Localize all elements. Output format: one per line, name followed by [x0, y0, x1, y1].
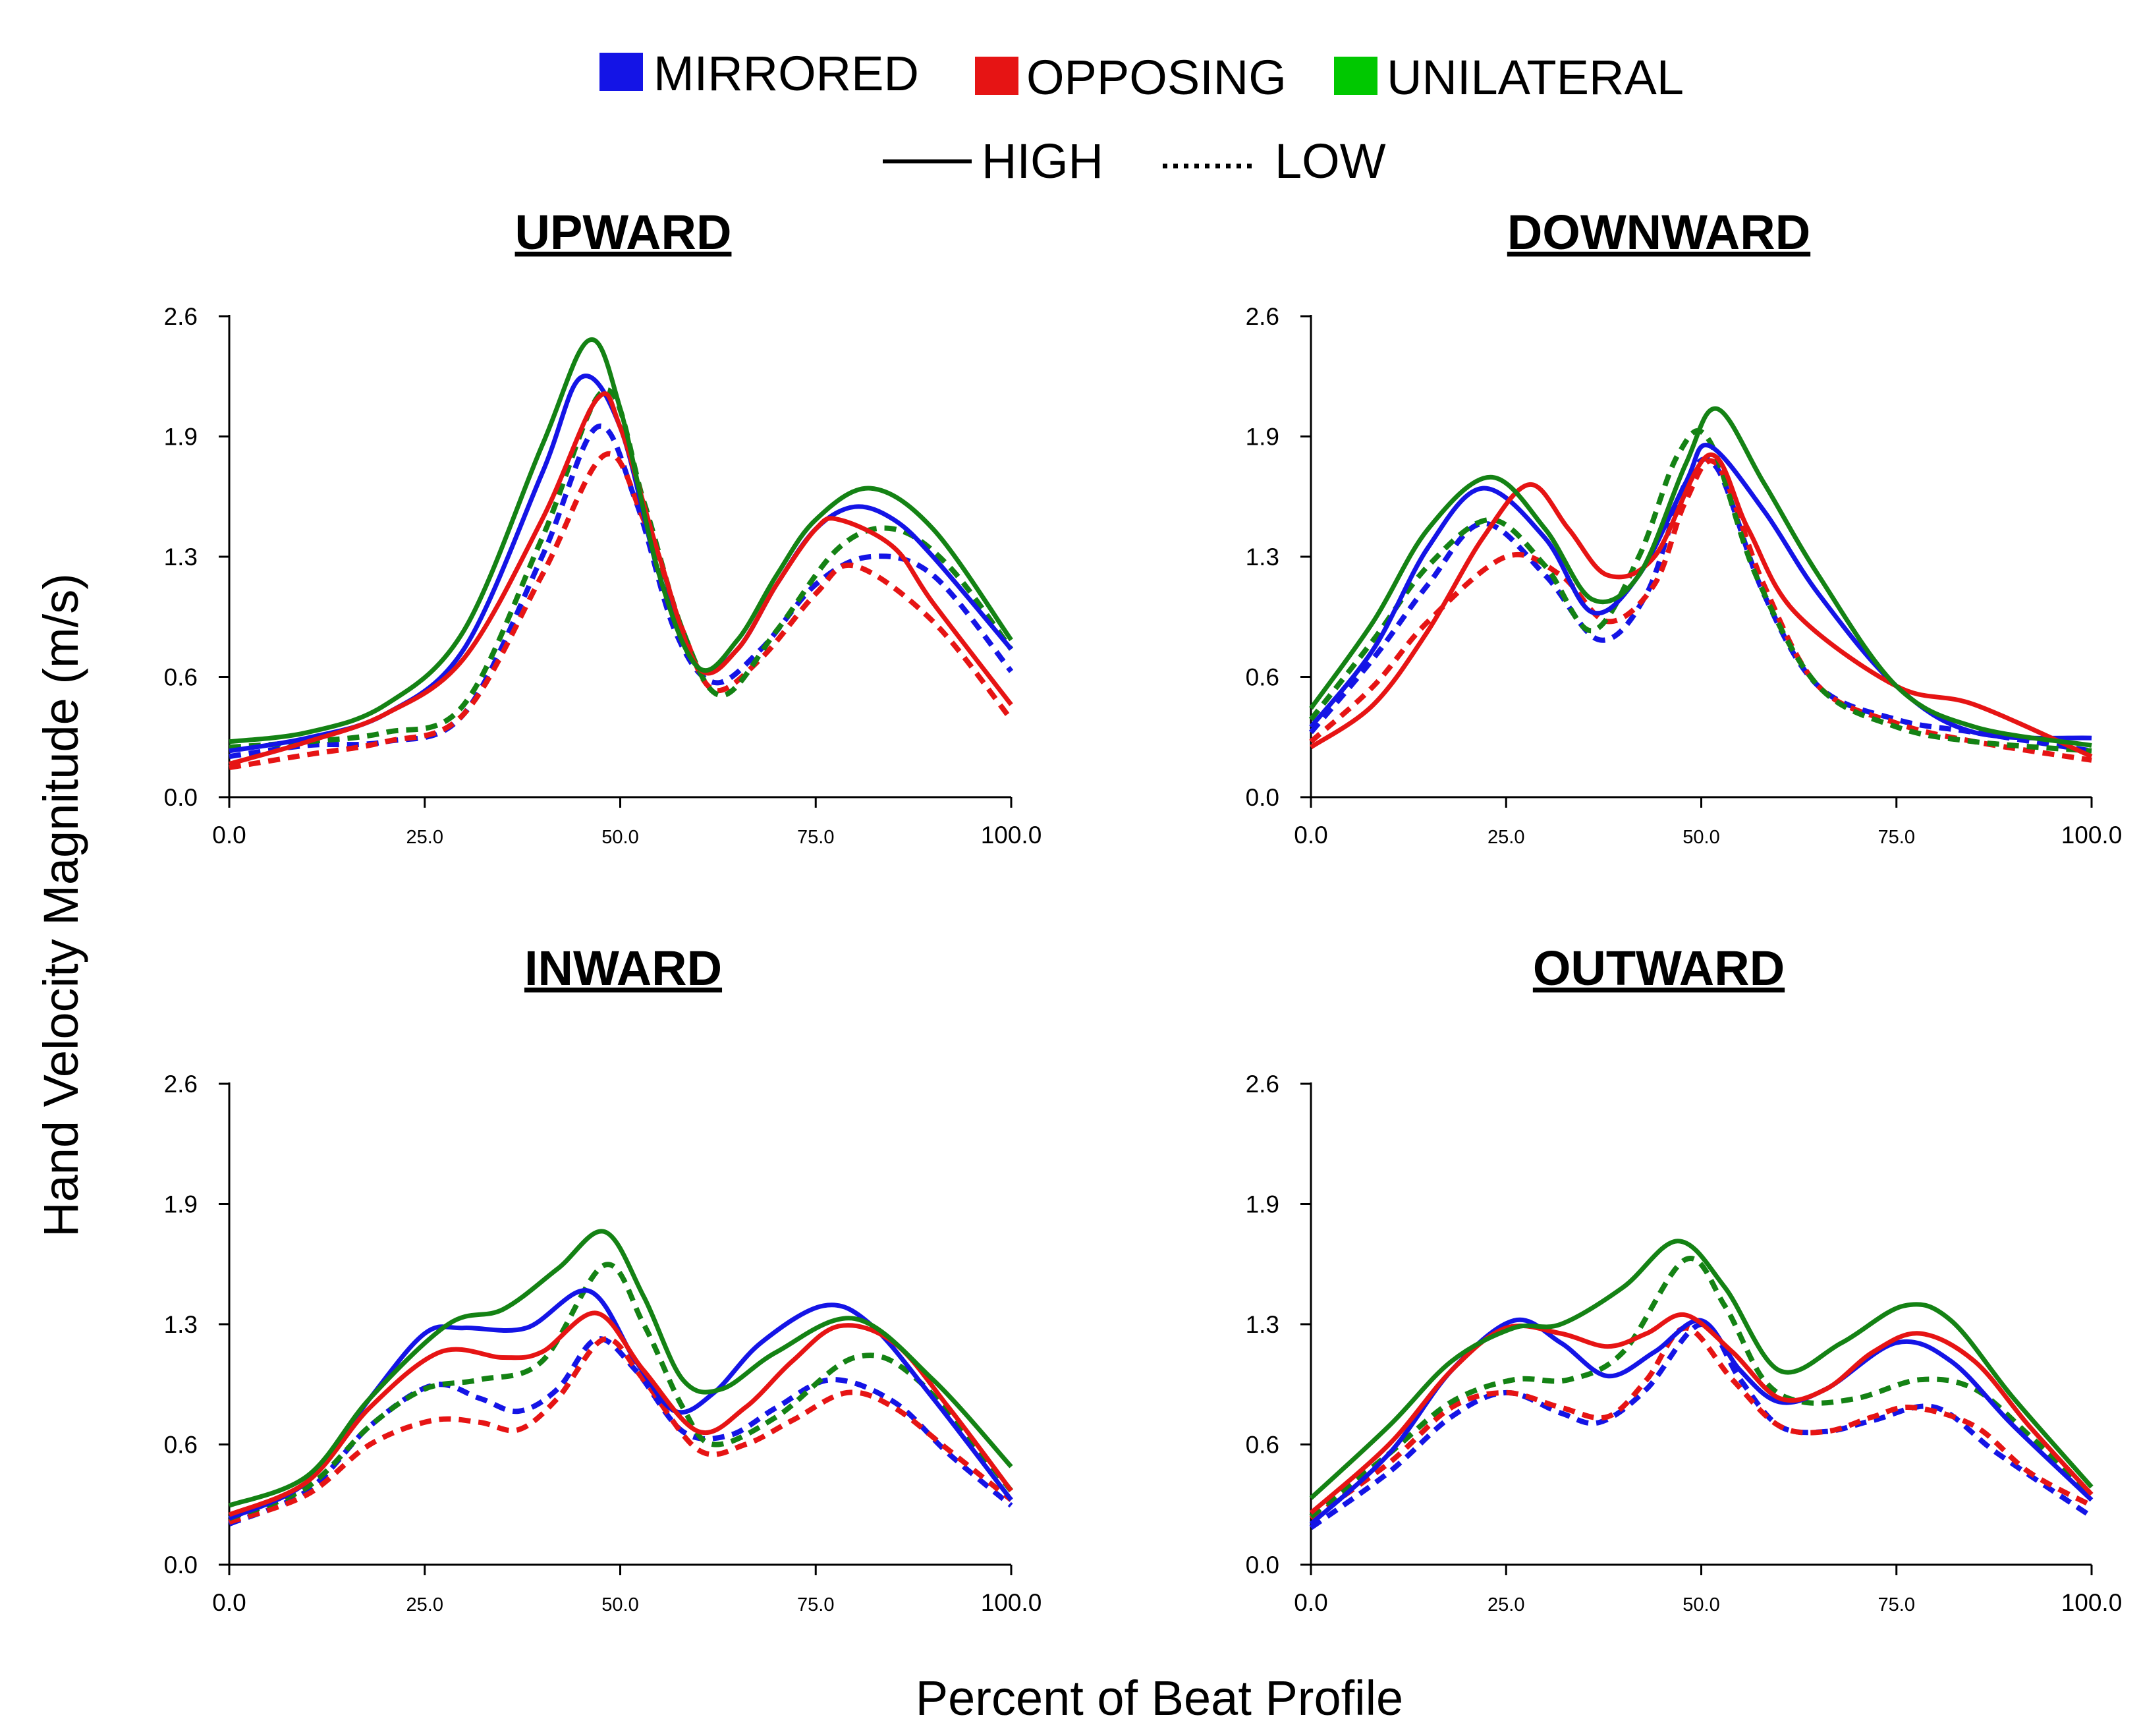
series-line-opposing-high [1309, 1312, 2094, 1515]
y-tick-label: 2.6 [1246, 303, 1279, 330]
x-tick-label: 0.0 [212, 822, 246, 849]
series-line-unilateral-high [229, 337, 1013, 744]
legend-label-mirrored: MIRRORED [653, 46, 919, 101]
x-tick-label: 75.0 [1878, 1594, 1915, 1615]
y-tick-label: 1.3 [1246, 1311, 1279, 1338]
series-line-unilateral-low [1308, 428, 2092, 754]
y-tick-label: 0.6 [164, 1432, 198, 1459]
legend-colors: MIRRORED OPPOSING UNILATERAL [599, 46, 1684, 105]
x-tick-label: 25.0 [1488, 1594, 1524, 1615]
series-line-unilateral-high [1309, 1239, 2094, 1500]
y-tick-label: 1.9 [164, 424, 198, 451]
legend-label-unilateral: UNILATERAL [1387, 50, 1684, 105]
series-line-opposing-high [1310, 452, 2093, 759]
x-tick-label: 0.0 [212, 1589, 246, 1616]
y-tick-label: 0.0 [164, 784, 198, 811]
legend-swatch-mirrored [599, 53, 643, 91]
y-tick-label: 1.9 [1246, 1191, 1279, 1218]
series-line-mirrored-low [228, 1336, 1013, 1526]
panel-title-downward: DOWNWARD [1507, 205, 1810, 260]
x-tick-label: 25.0 [406, 1594, 443, 1615]
legend-styles: HIGH LOW [883, 134, 1386, 188]
y-tick-label: 0.6 [1246, 664, 1279, 691]
series-line-mirrored-high [1309, 443, 2092, 741]
panel-downward: DOWNWARD 0.0 0.6 1.3 1.9 2.6 0.0 25.0 50.0 75.0 10… [1246, 205, 2123, 849]
x-tick-label: 75.0 [797, 827, 834, 848]
x-tick-label: 0.0 [1294, 822, 1327, 849]
x-axis-label: Percent of Beat Profile [916, 1671, 1403, 1725]
panels: UPWARD 0.0 0.6 1.3 1.9 2.6 0.0 25.0 50.0 75.0 100.… [164, 205, 2123, 1616]
panel-title-inward: INWARD [524, 941, 722, 995]
series-line-unilateral-high [228, 1229, 1013, 1508]
panel-inward: INWARD 0.0 0.6 1.3 1.9 2.6 0.0 25.0 50.0 75.0 100.… [164, 941, 1042, 1616]
y-tick-label: 0.0 [1246, 1552, 1279, 1579]
y-axis-label: Hand Velocity Magnitude (m/s) [34, 573, 88, 1237]
series-line-unilateral-high [1309, 406, 2092, 748]
x-tick-label: 100.0 [981, 822, 1042, 849]
series-line-mirrored-low [229, 423, 1014, 760]
panel-upward: UPWARD 0.0 0.6 1.3 1.9 2.6 0.0 25.0 50.0 75.0 100.… [164, 205, 1042, 849]
y-tick-label: 0.0 [1246, 784, 1279, 811]
series-line-opposing-low [229, 451, 1014, 771]
x-tick-label: 50.0 [601, 827, 638, 848]
series-line-unilateral-low [229, 387, 1014, 750]
legend-swatch-opposing [975, 57, 1018, 95]
legend-swatch-unilateral [1334, 57, 1377, 95]
x-tick-label: 75.0 [797, 1594, 834, 1615]
panel-outward: OUTWARD 0.0 0.6 1.3 1.9 2.6 0.0 25.0 50.0 75.0 100… [1246, 941, 2123, 1616]
x-tick-label: 50.0 [601, 1594, 638, 1615]
y-tick-label: 2.6 [1246, 1071, 1279, 1098]
series-line-opposing-low [228, 1336, 1013, 1525]
y-tick-label: 0.0 [164, 1552, 198, 1579]
y-tick-label: 1.9 [1246, 424, 1279, 451]
x-tick-label: 25.0 [406, 827, 443, 848]
y-tick-label: 2.6 [164, 1071, 198, 1098]
series-line-opposing-low [1309, 1325, 2093, 1521]
y-tick-label: 0.6 [1246, 1432, 1279, 1459]
legend-label-low: LOW [1275, 134, 1386, 188]
series-line-mirrored-low [1308, 456, 2092, 754]
x-tick-label: 50.0 [1682, 827, 1719, 848]
y-tick-label: 1.3 [1246, 544, 1279, 571]
panel-title-upward: UPWARD [515, 205, 732, 260]
series-line-unilateral-low [228, 1262, 1014, 1521]
y-tick-label: 2.6 [164, 303, 198, 330]
x-tick-label: 100.0 [2061, 822, 2123, 849]
y-tick-label: 1.9 [164, 1191, 198, 1218]
series-line-opposing-high [229, 391, 1013, 766]
y-tick-label: 1.3 [164, 1311, 198, 1338]
x-tick-label: 0.0 [1294, 1589, 1327, 1616]
x-tick-label: 75.0 [1878, 827, 1915, 848]
legend-label-opposing: OPPOSING [1026, 50, 1287, 105]
panel-title-outward: OUTWARD [1533, 941, 1785, 995]
x-tick-label: 25.0 [1488, 827, 1524, 848]
series-line-unilateral-low [1309, 1256, 2094, 1519]
x-tick-label: 100.0 [2061, 1589, 2123, 1616]
x-tick-label: 50.0 [1682, 1594, 1719, 1615]
series-line-opposing-low [1309, 458, 2092, 763]
x-tick-label: 100.0 [981, 1589, 1042, 1616]
legend-label-high: HIGH [982, 134, 1103, 188]
y-tick-label: 1.3 [164, 544, 198, 571]
y-tick-label: 0.6 [164, 664, 198, 691]
